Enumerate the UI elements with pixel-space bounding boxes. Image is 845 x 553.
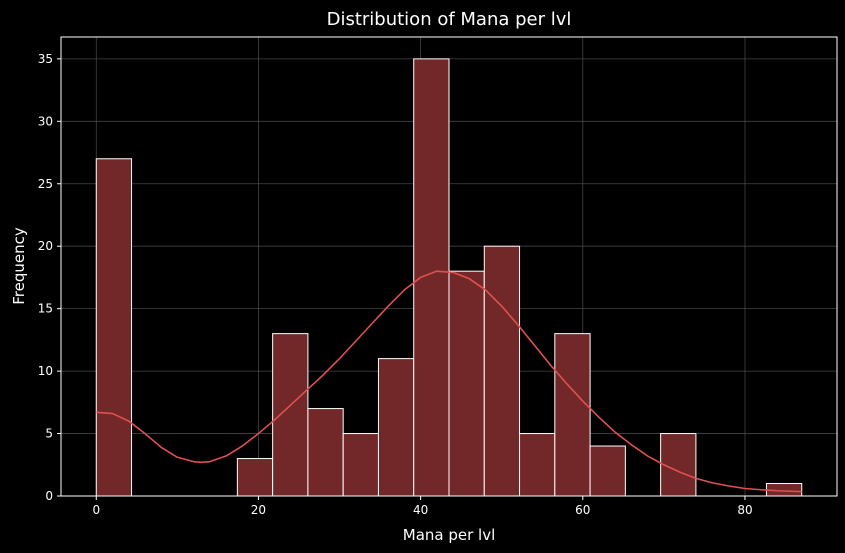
histogram-bar <box>342 433 379 497</box>
histogram-bar <box>307 408 344 497</box>
tick-labels: 0 20 40 60 80 0 5 10 15 20 25 30 35 <box>38 52 753 517</box>
y-axis-label: Frequency <box>10 227 28 305</box>
y-tick-label: 0 <box>45 489 53 503</box>
axes-border <box>60 36 838 497</box>
y-tick-label: 35 <box>38 52 53 66</box>
histogram-bar <box>483 245 521 497</box>
x-tick-label: 60 <box>575 503 590 517</box>
x-tick-label: 40 <box>413 503 428 517</box>
x-tick-label: 20 <box>251 503 266 517</box>
y-tick-label: 30 <box>38 114 53 128</box>
histogram-bar <box>554 333 591 497</box>
x-tick-label: 80 <box>737 503 752 517</box>
kde-line <box>96 270 802 493</box>
histogram-bar <box>519 433 556 497</box>
kde-curve-layer <box>96 270 802 493</box>
axes-frame <box>60 36 838 497</box>
histogram-bar <box>413 58 450 497</box>
histogram-bar <box>377 358 415 497</box>
histogram-bar <box>95 158 133 497</box>
y-tick-label: 20 <box>38 239 53 253</box>
x-axis-label: Mana per lvl <box>403 526 496 544</box>
chart-title: Distribution of Mana per lvl <box>327 9 572 30</box>
histogram-bar <box>236 458 274 497</box>
histogram-bars <box>95 58 803 497</box>
y-tick-label: 15 <box>38 302 53 316</box>
histogram-bar <box>448 270 485 497</box>
histogram-bar <box>272 333 309 497</box>
y-tick-label: 5 <box>45 427 53 441</box>
x-tick-label: 0 <box>92 503 100 517</box>
y-tick-label: 25 <box>38 177 53 191</box>
y-tick-label: 10 <box>38 364 53 378</box>
histogram-bar <box>589 445 626 497</box>
histogram-bar <box>660 433 697 497</box>
